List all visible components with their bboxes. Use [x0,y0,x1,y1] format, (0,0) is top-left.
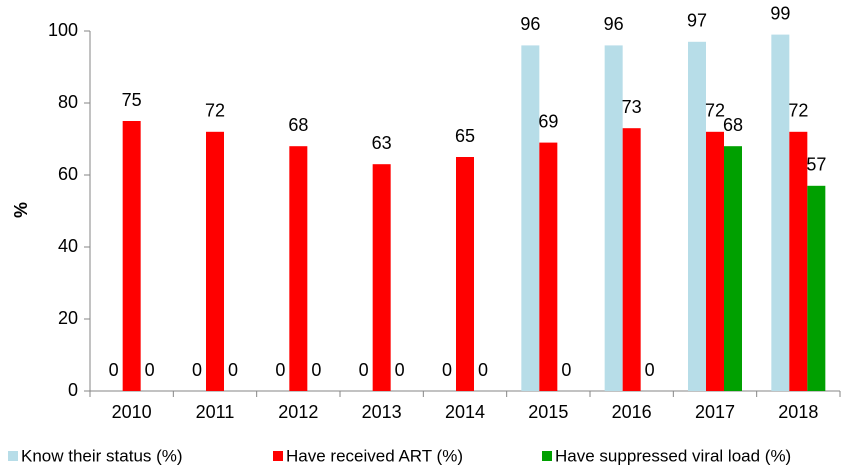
y-tick-label: 40 [58,236,78,256]
data-label: 0 [561,360,571,380]
data-label: 0 [359,360,369,380]
data-label: 68 [723,115,743,135]
data-label: 68 [288,115,308,135]
y-tick-label: 0 [68,380,78,400]
data-label: 0 [228,360,238,380]
data-label: 75 [122,90,142,110]
bar [521,45,540,392]
bar [604,45,623,392]
bar [789,131,808,392]
data-label: 96 [520,14,540,34]
data-label: 99 [770,3,790,23]
data-label: 96 [604,14,624,34]
x-tick-label: 2011 [196,402,235,422]
data-label: 0 [192,360,202,380]
bar [771,34,790,391]
y-tick-label: 20 [58,308,78,328]
bar [724,146,742,391]
x-tick-label: 2012 [278,402,318,422]
data-label: 72 [205,101,225,121]
y-axis-label: % [11,202,31,218]
x-tick-label: 2014 [445,402,485,422]
data-label: 0 [275,360,285,380]
y-tick-label: 80 [58,92,78,112]
y-tick-label: 100 [48,20,78,40]
x-tick-label: 2018 [778,402,818,422]
bar [456,157,474,391]
x-tick-label: 2010 [112,402,152,422]
legend-swatch [542,451,552,461]
x-tick-label: 2016 [612,402,652,422]
data-label: 0 [442,360,452,380]
x-tick-label: 2013 [362,402,402,422]
bar [289,146,308,391]
x-tick-label: 2015 [528,402,568,422]
y-tick-label: 60 [58,164,78,184]
bar [206,131,224,392]
bar [706,131,724,392]
legend-swatch [8,451,18,461]
data-label: 0 [145,360,155,380]
data-label: 0 [478,360,488,380]
data-label: 97 [687,11,707,31]
data-label: 0 [395,360,405,380]
bar [122,121,141,391]
data-label: 0 [109,360,119,380]
data-label: 63 [372,133,392,153]
data-label: 0 [645,360,655,380]
data-label: 65 [455,126,475,146]
bar [372,164,391,391]
bar [539,142,558,391]
data-label: 57 [806,155,826,175]
data-label: 72 [788,101,808,121]
legend-label: Know their status (%) [21,446,183,465]
data-label: 69 [538,111,558,131]
x-tick-label: 2017 [695,402,735,422]
bar [622,128,641,391]
data-label: 73 [622,97,642,117]
legend-label: Have suppressed viral load (%) [555,446,791,465]
bar [807,185,826,391]
legend-swatch [273,451,283,461]
legend-label: Have received ART (%) [286,446,463,465]
data-label: 72 [705,101,725,121]
bar [688,41,706,392]
data-label: 0 [311,360,321,380]
